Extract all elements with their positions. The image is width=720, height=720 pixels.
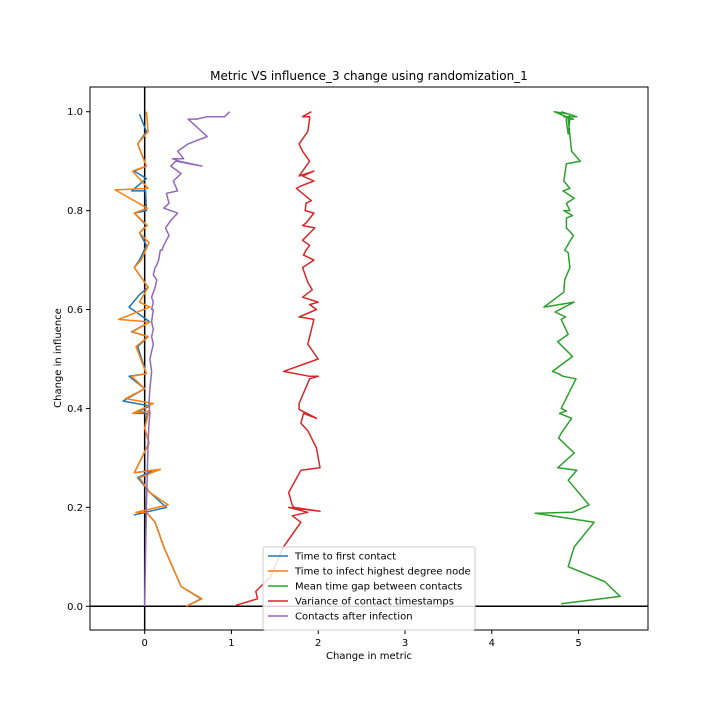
x-tick-label: 0 [141,638,147,649]
y-axis: 0.0 0.2 0.4 0.6 0.8 1.0 [67,107,90,613]
series-lines [114,110,621,607]
legend-box [262,546,476,631]
y-tick-label: 0.6 [67,305,83,316]
x-axis: 0 1 2 3 4 5 [141,630,582,649]
x-tick-label: 3 [402,638,408,649]
y-tick-label: 0.2 [67,503,83,514]
legend-label: Contacts after infection [295,612,413,623]
series-line-1 [122,113,202,607]
y-tick-label: 0.8 [67,206,83,217]
legend-label: Time to first contact [294,552,396,563]
series-line-5 [143,111,231,607]
legend-label: Time to infect highest degree node [294,567,471,578]
x-tick-label: 4 [489,638,495,649]
plot-area: 0 1 2 3 4 5 0.0 0.2 0.4 0.6 0.8 1.0 [67,86,649,649]
x-tick-label: 1 [228,638,234,649]
series-line-2 [114,111,203,607]
x-tick-label: 2 [315,638,321,649]
y-tick-label: 1.0 [67,107,83,118]
x-tick-label: 5 [575,638,581,649]
series-line-4 [235,111,321,607]
x-axis-title: Change in metric [326,651,412,662]
y-tick-label: 0.0 [67,602,83,613]
chart-title: Metric VS influence_3 change using rando… [210,69,528,83]
series-line-3 [534,110,621,605]
y-tick-label: 0.4 [67,404,83,415]
legend: Time to first contact Time to infect high… [262,546,476,631]
y-axis-title: Change in influence [53,308,64,408]
legend-label: Mean time gap between contacts [295,582,462,593]
legend-label: Variance of contact timestamps [295,597,454,608]
